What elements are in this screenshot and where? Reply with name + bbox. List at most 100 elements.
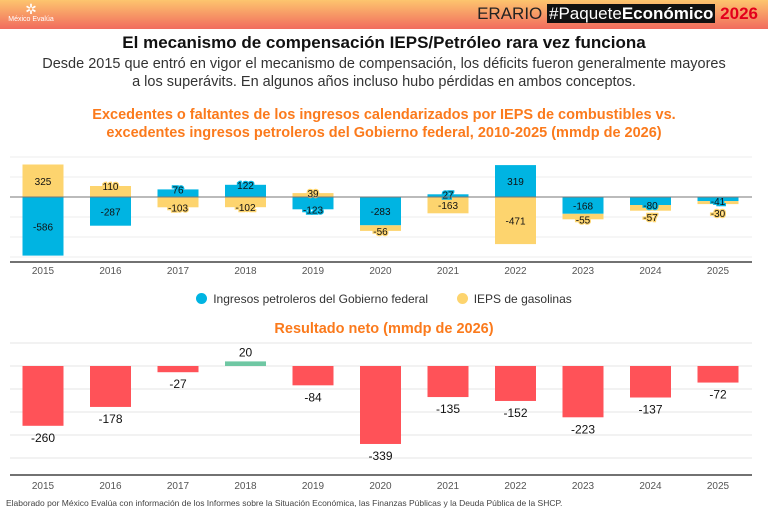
page-title: El mecanismo de compensación IEPS/Petról… <box>122 33 646 52</box>
bar-ieps-2016 <box>90 186 131 197</box>
bar-net-2019 <box>292 366 334 386</box>
bar-ieps-2017 <box>157 197 199 208</box>
bar-petroleros-2024 <box>630 197 671 205</box>
data-label: -260 <box>31 431 55 445</box>
x-tick-label: 2021 <box>437 266 460 277</box>
hashtag: #PaqueteEconómico <box>547 4 716 23</box>
bar-ieps-2020 <box>360 225 401 231</box>
x-tick-label: 2023 <box>572 266 595 277</box>
x-tick-label: 2020 <box>369 481 392 492</box>
data-label: -135 <box>436 402 460 416</box>
data-label: -223 <box>571 422 595 436</box>
x-tick-label: 2021 <box>437 481 460 492</box>
data-label: -168 <box>573 201 593 212</box>
x-tick-label: 2023 <box>572 481 595 492</box>
bar-petroleros-2019 <box>292 197 334 210</box>
data-label: -56 <box>373 227 388 238</box>
bar-net-2015 <box>22 366 64 426</box>
bar-petroleros-2021 <box>427 194 469 197</box>
brand-prefix: ERARIO <box>477 4 543 23</box>
bar-net-2024 <box>630 366 671 398</box>
data-label: -84 <box>304 390 322 404</box>
data-label: -283 <box>370 207 390 218</box>
hashtag-a: #Paquete <box>549 4 622 23</box>
x-tick-label: 2018 <box>234 266 257 277</box>
bar-petroleros-2020 <box>360 197 401 226</box>
x-tick-label: 2020 <box>369 266 392 277</box>
data-label: -30 <box>711 209 726 220</box>
bar-net-2023 <box>562 366 604 418</box>
data-label: 20 <box>239 345 253 359</box>
data-label: -471 <box>505 217 525 228</box>
bar-net-2021 <box>427 366 469 398</box>
data-label: 319 <box>507 177 524 188</box>
data-label: -178 <box>98 412 122 426</box>
x-tick-label: 2019 <box>302 266 325 277</box>
x-tick-label: 2025 <box>707 266 730 277</box>
x-tick-label: 2025 <box>707 481 730 492</box>
brand-title: ERARIO #PaqueteEconómico 2026 <box>477 4 758 24</box>
legend-label-petroleros: Ingresos petroleros del Gobierno federal <box>213 292 429 306</box>
data-label: -72 <box>709 388 727 402</box>
data-label: -27 <box>169 377 187 391</box>
bar-ieps-2024 <box>630 205 671 211</box>
data-label: 39 <box>307 189 319 200</box>
bar-net-2020 <box>360 366 401 444</box>
logo-star-icon: ✲ <box>25 1 37 17</box>
data-label: -80 <box>643 201 658 212</box>
data-label: -55 <box>576 215 591 226</box>
data-label: 76 <box>172 185 184 196</box>
data-label: 110 <box>103 182 119 193</box>
bar-ieps-2025 <box>697 201 739 205</box>
data-label: 325 <box>35 177 52 188</box>
bar-ieps-2022 <box>495 197 536 245</box>
x-tick-label: 2016 <box>99 266 122 277</box>
data-label: -137 <box>638 403 662 417</box>
data-label: -41 <box>711 197 726 208</box>
bar-ieps-2018 <box>225 197 266 208</box>
bar-ieps-2021 <box>427 197 469 214</box>
data-label: 27 <box>442 190 454 201</box>
x-tick-label: 2015 <box>32 481 55 492</box>
bar-petroleros-2018 <box>225 184 266 197</box>
bar-ieps-2023 <box>562 213 604 220</box>
bar-net-2022 <box>495 366 536 401</box>
data-label: -123 <box>303 205 323 216</box>
bar-net-2025 <box>697 366 739 383</box>
x-tick-label: 2017 <box>167 266 190 277</box>
bar-net-2017 <box>157 366 199 373</box>
x-tick-label: 2018 <box>234 481 257 492</box>
data-label: 122 <box>237 181 254 192</box>
bar-petroleros-2017 <box>157 189 199 197</box>
bar-petroleros-2016 <box>90 197 131 226</box>
data-label: -152 <box>503 406 527 420</box>
legend-dot-ieps <box>456 293 468 304</box>
data-label: -102 <box>235 203 255 214</box>
x-tick-label: 2024 <box>639 481 662 492</box>
data-label: -586 <box>33 222 53 233</box>
x-tick-label: 2015 <box>32 266 55 277</box>
data-label: -339 <box>368 449 392 463</box>
bar-net-2016 <box>90 366 131 407</box>
x-tick-label: 2022 <box>504 481 527 492</box>
brand-year: 2026 <box>720 4 758 23</box>
data-label: -163 <box>438 201 458 212</box>
bar-ieps-2015 <box>22 164 64 197</box>
x-tick-label: 2022 <box>504 266 527 277</box>
footer-source: Elaborado por México Evalúa con informac… <box>6 498 563 508</box>
bar-net-2018 <box>225 361 266 366</box>
chart1-title: Excedentes o faltantes de los ingresos c… <box>92 107 676 141</box>
x-tick-label: 2024 <box>639 266 662 277</box>
bar-petroleros-2015 <box>22 197 64 256</box>
legend-dot-petroleros <box>196 293 208 304</box>
logo-text: México Evalúa <box>8 16 54 23</box>
hashtag-b: Económico <box>621 4 714 23</box>
header-bar: ✲ México Evalúa ERARIO #PaqueteEconómico … <box>0 0 768 29</box>
mexico-evalua-logo: ✲ México Evalúa <box>6 2 56 23</box>
chart2-title: Resultado neto (mmdp de 2026) <box>274 321 494 337</box>
data-label: -57 <box>643 213 658 224</box>
bar-petroleros-2023 <box>562 197 604 214</box>
chart1-legend: Ingresos petroleros del Gobierno federal… <box>0 292 768 306</box>
legend-label-ieps: IEPS de gasolinas <box>473 292 572 306</box>
